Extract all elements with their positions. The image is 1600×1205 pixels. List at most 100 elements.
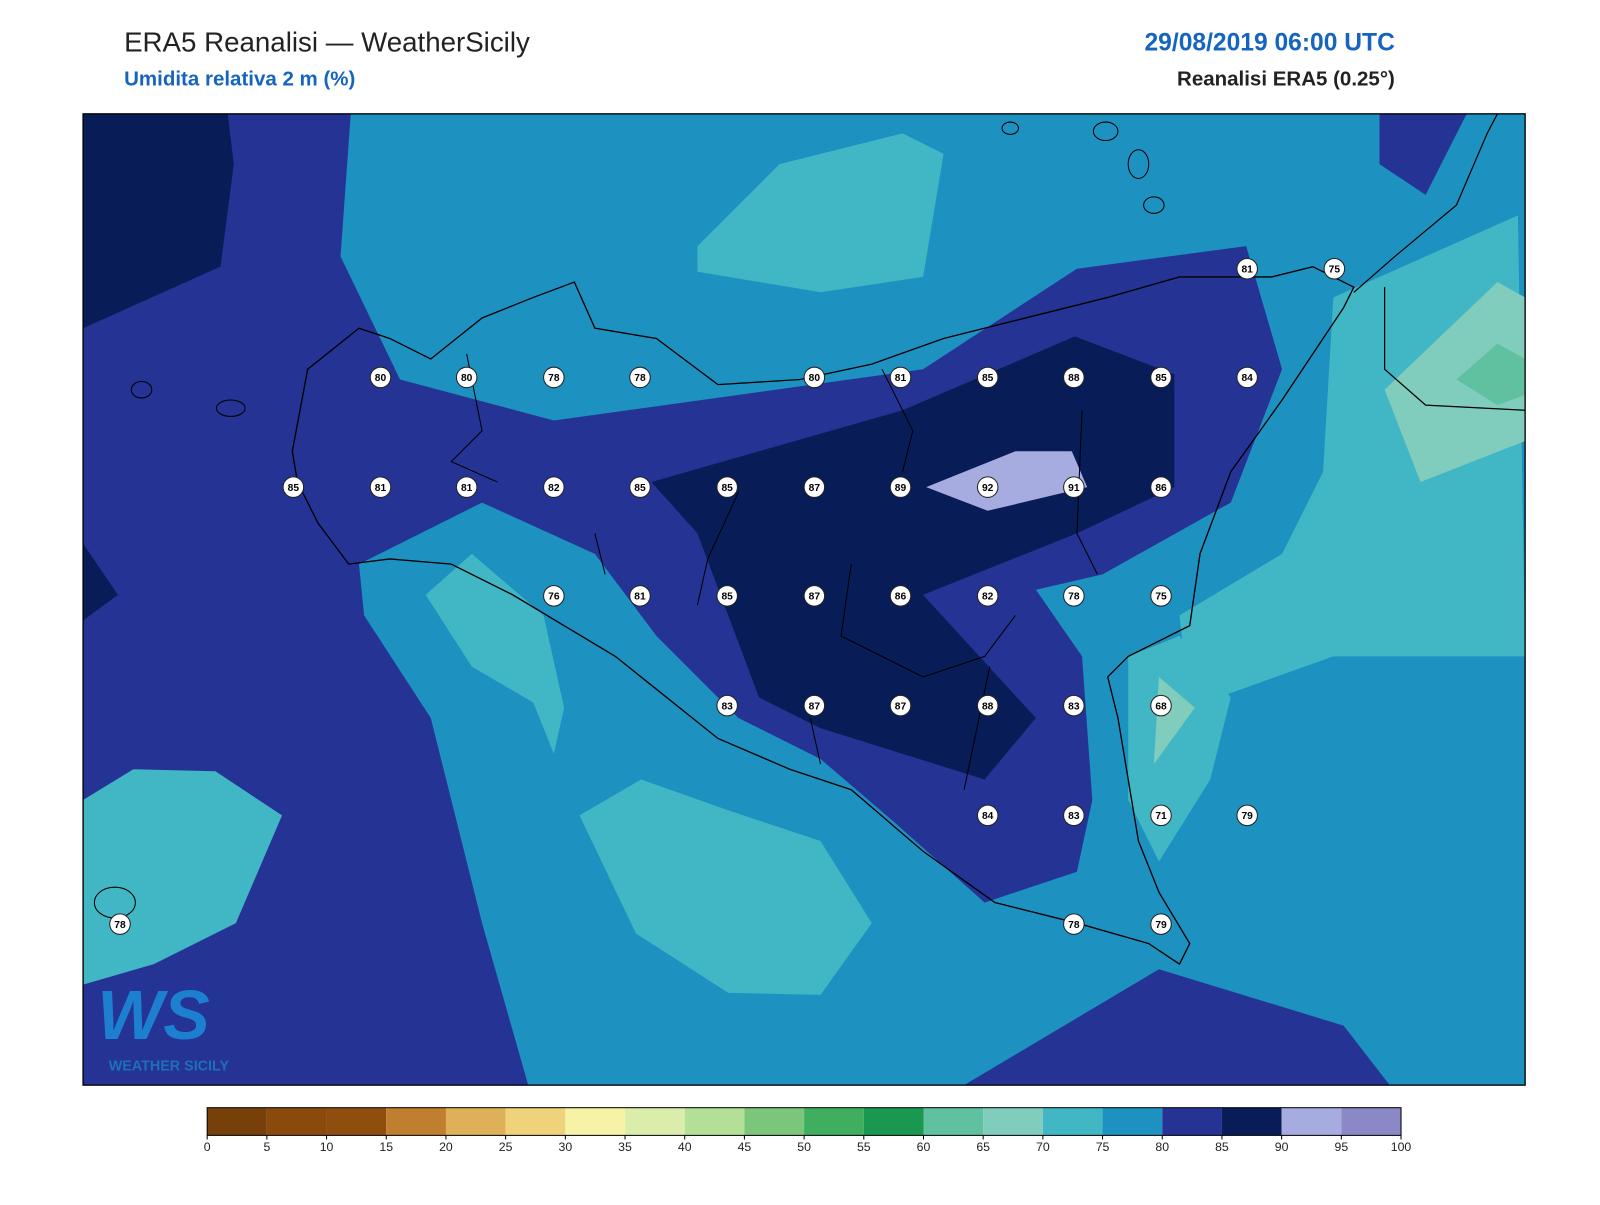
colorbar-segment (923, 1107, 984, 1136)
colorbar: 0 5 10 15 20 25 30 35 40 45 50 55 60 65 70 75 80 85 90 95 10… (204, 1107, 1411, 1154)
station-value: 82 (548, 483, 560, 494)
colorbar-segment (684, 1107, 745, 1136)
colorbar-segment (863, 1107, 924, 1136)
station-value: 84 (982, 811, 994, 822)
station-value: 80 (461, 373, 473, 384)
station-value: 78 (548, 373, 560, 384)
station-value: 86 (1155, 483, 1167, 494)
colorbar-segment (1281, 1107, 1342, 1136)
station-value: 75 (1155, 592, 1167, 603)
station-value: 78 (1068, 592, 1080, 603)
station-value: 71 (1155, 811, 1167, 822)
colorbar-tick-label: 40 (678, 1140, 692, 1154)
logo-text: WEATHER SICILY (109, 1058, 230, 1074)
station-marker (976, 366, 999, 389)
colorbar-segment (1162, 1107, 1222, 1136)
field-65-70 (1384, 282, 1526, 483)
station-marker (1150, 366, 1172, 389)
station-value: 87 (809, 592, 821, 603)
station-marker (716, 476, 738, 498)
station-marker (716, 694, 738, 717)
station-value: 81 (634, 592, 646, 603)
station-marker (889, 476, 912, 498)
station-value: 85 (288, 483, 300, 494)
station-value: 91 (1068, 483, 1080, 494)
field-70-75 (1128, 635, 1231, 862)
station-marker (1150, 913, 1172, 935)
station-marker (889, 585, 912, 607)
station-marker (1236, 804, 1258, 827)
source: Reanalisi ERA5 (0.25°) (1177, 67, 1395, 90)
field-85-90 (651, 336, 1175, 780)
colorbar-tick-label: 50 (797, 1140, 811, 1154)
station-value: 83 (1068, 811, 1080, 822)
station-value: 81 (461, 483, 473, 494)
colorbar-tick-label: 85 (1215, 1140, 1229, 1154)
colorbar-tick-label: 5 (263, 1140, 270, 1154)
station-marker (455, 476, 478, 498)
station-value: 68 (1155, 701, 1167, 712)
station-marker (629, 476, 651, 498)
colorbar-segment (983, 1107, 1043, 1136)
station-marker (1236, 366, 1258, 389)
station-marker (976, 804, 999, 827)
station-value: 75 (1329, 264, 1341, 275)
station-marker (803, 476, 826, 498)
station-marker (543, 476, 565, 498)
colorbar-segment (565, 1107, 626, 1136)
station-marker (369, 476, 392, 498)
station-marker (455, 366, 478, 389)
station-marker (716, 585, 738, 607)
station-marker (976, 585, 999, 607)
station-marker (282, 476, 305, 498)
subtitle: Umidita relativa 2 m (%) (124, 67, 355, 90)
station-marker (629, 366, 651, 389)
station-value: 80 (375, 373, 387, 384)
station-value: 85 (634, 483, 646, 494)
colorbar-segment (1102, 1107, 1163, 1136)
station-value: 89 (895, 483, 907, 494)
station-marker (369, 366, 392, 389)
station-marker (1063, 366, 1085, 389)
colorbar-tick-label: 20 (439, 1140, 453, 1154)
island (1092, 121, 1119, 142)
colorbar-segment (505, 1107, 566, 1136)
station-value: 88 (982, 701, 994, 712)
station-marker (543, 366, 565, 389)
coastline (1353, 113, 1498, 293)
station-value: 83 (721, 701, 733, 712)
island (1127, 149, 1150, 179)
station-value: 87 (809, 483, 821, 494)
station-value: 88 (1068, 373, 1080, 384)
colorbar-tick-label: 45 (738, 1140, 752, 1154)
field-60-65 (1456, 343, 1526, 406)
colorbar-segment (266, 1107, 327, 1136)
station-value: 87 (809, 701, 821, 712)
colorbar-segment (1341, 1107, 1402, 1136)
colorbar-segment (625, 1107, 685, 1136)
colorbar-tick-label: 90 (1275, 1140, 1289, 1154)
station-marker (1150, 804, 1172, 827)
colorbar-segment (445, 1107, 506, 1136)
station-marker (1323, 257, 1346, 280)
colorbar-segment (1042, 1107, 1103, 1136)
station-value: 82 (982, 592, 994, 603)
station-value: 85 (721, 483, 733, 494)
colorbar-tick-label: 70 (1036, 1140, 1050, 1154)
colorbar-segment (744, 1107, 805, 1136)
colorbar-segment (386, 1107, 446, 1136)
colorbar-tick-label: 10 (320, 1140, 334, 1154)
field-70-75 (579, 779, 872, 995)
colorbar-tick-label: 30 (558, 1140, 572, 1154)
colorbar-tick-label: 80 (1155, 1140, 1169, 1154)
island (1001, 121, 1019, 135)
station-marker (1063, 804, 1085, 827)
island (1143, 196, 1165, 214)
station-value: 76 (548, 592, 560, 603)
station-marker (803, 366, 826, 389)
colorbar-tick-label: 55 (857, 1140, 871, 1154)
station-value: 83 (1068, 701, 1080, 712)
colorbar-tick-label: 95 (1334, 1140, 1348, 1154)
coastline (1384, 287, 1526, 411)
station-marker (109, 913, 131, 935)
